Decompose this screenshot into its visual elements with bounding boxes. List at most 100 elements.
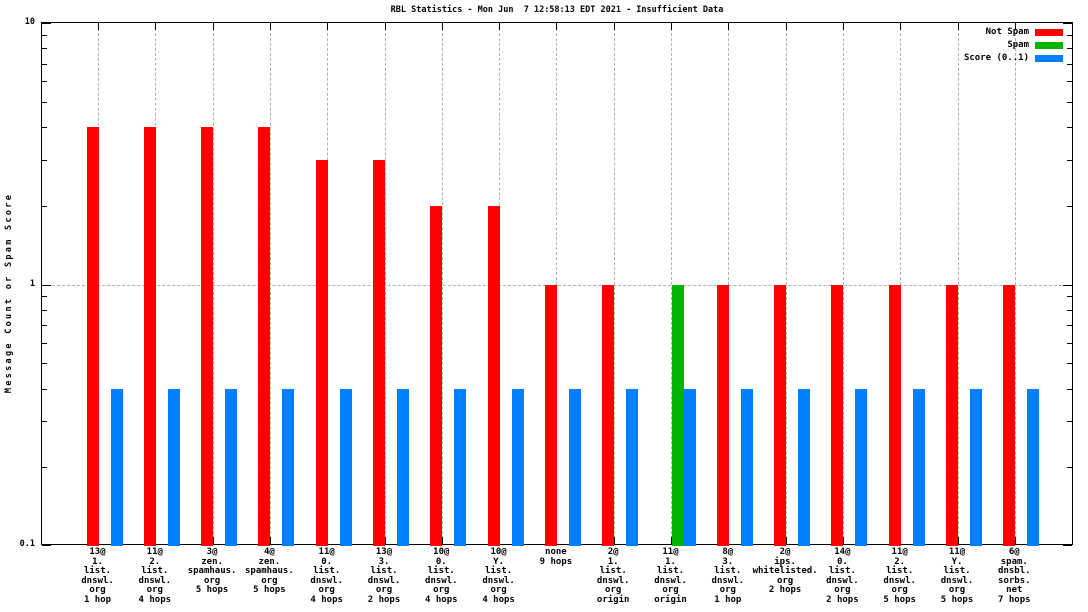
x-category-label-line: list. [656, 566, 685, 577]
y-tick-label: 10 [24, 17, 35, 27]
x-category-label: 11@ 2. list. dnswl. org 4 hops [119, 547, 191, 606]
x-top-tick [499, 23, 501, 30]
vertical-gridline [327, 23, 329, 544]
x-category-label-line: org [605, 585, 622, 596]
x-top-tick [728, 23, 730, 30]
x-top-tick [384, 23, 386, 30]
vertical-gridline [384, 23, 386, 544]
x-category-label: 11@ 1. list. dnswl. org origin [635, 547, 707, 606]
x-category-label: 14@ 0. list. dnswl. org 2 hops [806, 547, 878, 606]
bar-not-spam [1003, 284, 1016, 546]
y-minor-tick [42, 48, 47, 50]
bar-score [339, 388, 352, 546]
x-category-label-line: dnswl. [883, 575, 916, 586]
x-category-label-line: zen. [201, 556, 223, 567]
y-minor-tick [1067, 363, 1072, 365]
x-bottom-tick [900, 537, 902, 544]
x-category-label: 4@ zen. spamhaus. org 5 hops [233, 547, 305, 596]
vertical-gridline [957, 23, 959, 544]
vertical-gridline [499, 23, 501, 544]
y-tick-label: 0.1 [19, 539, 35, 549]
y-minor-tick [1067, 127, 1072, 129]
x-bottom-tick [98, 537, 99, 544]
y-tick-label: 1 [29, 278, 35, 289]
x-category-label-line: 4@ [263, 547, 275, 557]
x-category-label-line: zen. [258, 556, 281, 567]
y-minor-tick [42, 63, 47, 65]
x-category-label-line: list. [828, 566, 856, 577]
bar-not-spam [831, 284, 844, 546]
chart-title: RBL Statistics - Mon Jun 7 12:58:13 EDT … [390, 5, 724, 15]
x-category-label-line: 11@ [146, 547, 163, 557]
x-top-tick [1014, 23, 1016, 30]
y-minor-tick [1067, 205, 1072, 207]
legend-label: Score (0..1) [963, 53, 1029, 63]
x-category-label-line: list. [313, 566, 341, 577]
x-category-label-line: Y. [493, 556, 505, 567]
y-minor-tick [1067, 421, 1072, 423]
x-bottom-tick [269, 537, 271, 544]
y-major-tick [42, 23, 51, 24]
x-category-label-line: list. [370, 566, 398, 577]
x-category-label-line: 11@ [891, 547, 908, 557]
x-category-label-line: org [490, 585, 507, 596]
x-category-label-line: dnswl. [425, 575, 458, 586]
legend-swatch-not-spam [1035, 28, 1063, 36]
x-category-label-line: org [948, 585, 966, 596]
x-category-label-line: origin [596, 594, 630, 605]
bar-score [511, 388, 524, 546]
x-bottom-tick [212, 537, 214, 544]
x-top-tick [212, 23, 214, 30]
x-category-label-line: 1. [607, 556, 619, 567]
y-minor-tick [1067, 388, 1072, 390]
y-minor-tick [42, 388, 47, 390]
x-top-tick [785, 23, 787, 30]
y-major-tick [1063, 23, 1072, 24]
y-minor-tick [42, 127, 47, 129]
x-top-tick [441, 23, 443, 30]
bar-score [1027, 388, 1040, 546]
bar-score [855, 388, 868, 546]
bar-not-spam [716, 284, 729, 546]
bar-not-spam [201, 127, 214, 546]
x-category-label-line: 3. [378, 556, 390, 567]
x-category-label-line: 14@ [834, 547, 851, 557]
x-category-label: 13@ 1. list. dnswl. org 1 hop [62, 547, 134, 606]
bar-score [970, 388, 982, 546]
x-category-label-line: 2 hops [768, 585, 802, 596]
x-category-label-line: list. [485, 566, 513, 577]
legend-row: Spam [964, 40, 1063, 50]
x-category-label-line: 10@ [490, 547, 507, 557]
x-category-label-line: 8@ [722, 547, 734, 557]
x-top-tick [269, 23, 271, 30]
x-category-label-line: none [545, 547, 567, 557]
vertical-gridline [613, 23, 615, 544]
x-category-label-line: sorbs. [998, 575, 1031, 586]
x-category-label: none 9 hops [520, 547, 592, 567]
bar-not-spam [430, 205, 443, 546]
legend-label: Not Spam [985, 27, 1029, 37]
plot-area: Not Spam Spam Score (0..1) [41, 22, 1073, 546]
legend-swatch-score [1035, 54, 1063, 62]
bar-not-spam [258, 127, 271, 546]
bar-score [568, 388, 581, 546]
y-minor-tick [1067, 325, 1072, 326]
bar-score [798, 388, 811, 546]
x-category-label-line: org [146, 585, 163, 596]
x-category-label-line: 7 hops [998, 594, 1031, 605]
y-axis-label: Message Count or Spam Score [4, 192, 14, 394]
y-minor-tick [42, 309, 47, 311]
vertical-gridline [728, 23, 730, 544]
x-category-label-line: 3. [722, 556, 734, 567]
x-category-label-line: 3@ [206, 547, 218, 557]
y-minor-tick [42, 34, 47, 36]
x-top-tick [957, 23, 959, 30]
x-category-label-line: 4 hops [310, 594, 343, 605]
x-category-label-line: 2@ [607, 547, 619, 557]
vertical-gridline [98, 23, 99, 544]
x-category-label-line: 2@ [779, 547, 791, 557]
y-minor-tick [42, 101, 47, 103]
y-minor-tick [42, 325, 47, 326]
y-minor-tick [42, 205, 47, 207]
x-top-tick [842, 23, 844, 30]
